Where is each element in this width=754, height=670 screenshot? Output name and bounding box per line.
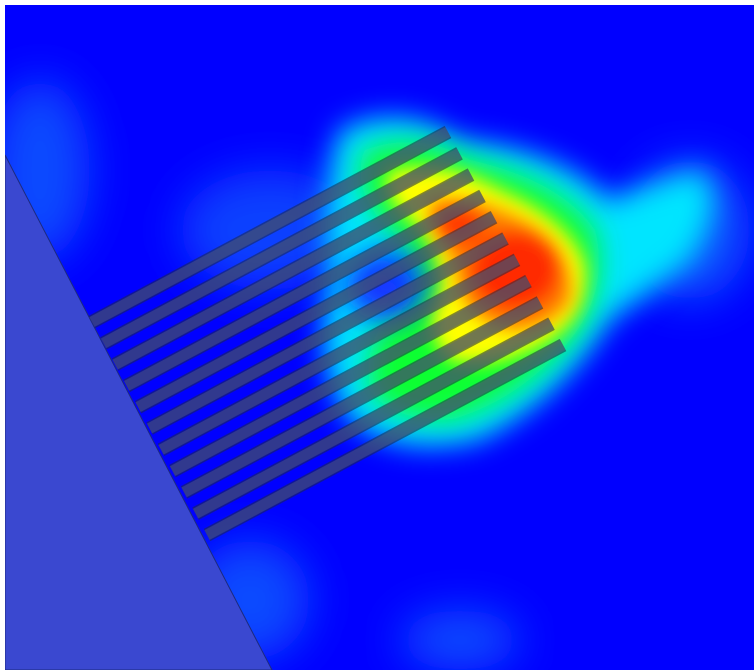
heatmap [0, 5, 754, 670]
page: (() => { const data = JSON.parse(documen… [0, 0, 754, 670]
simulation-view [0, 0, 754, 670]
